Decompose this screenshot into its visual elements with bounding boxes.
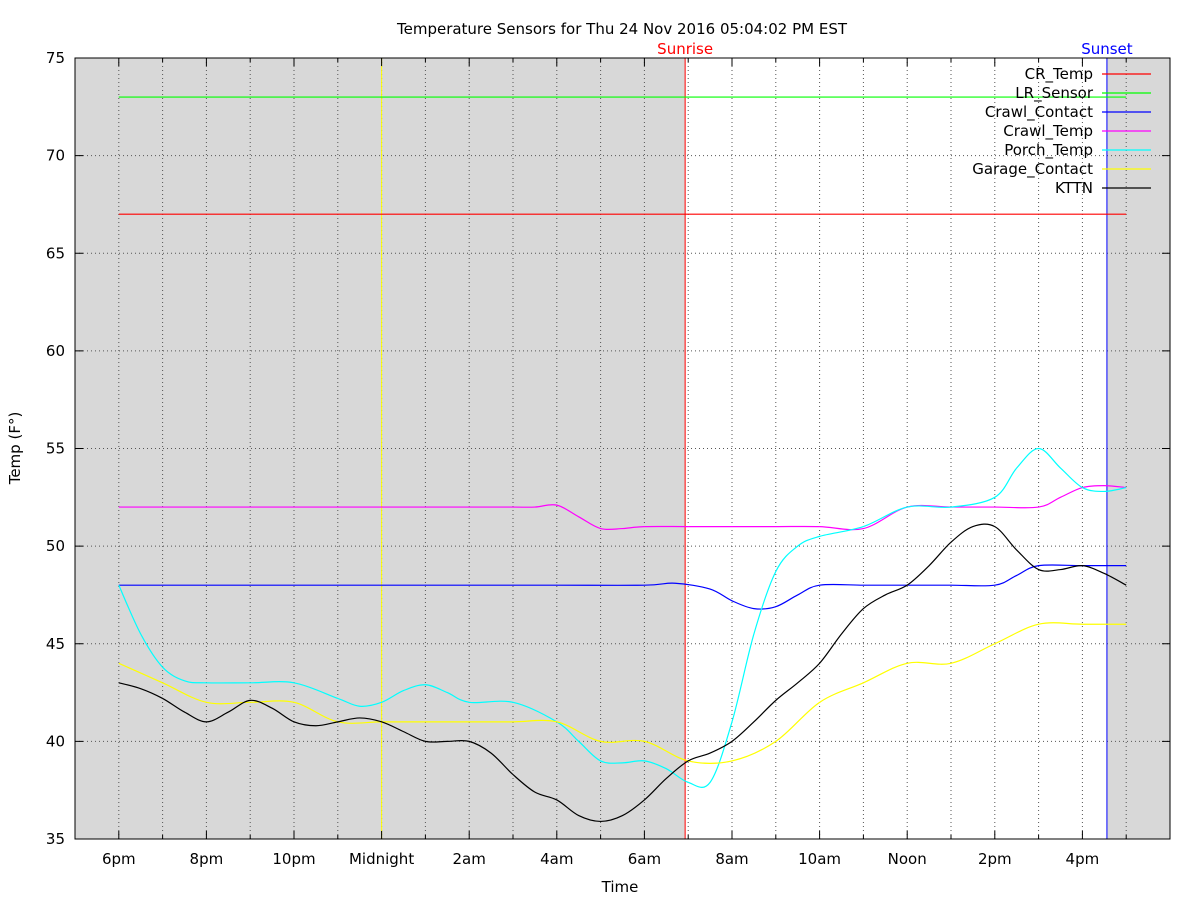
x-tick-label: Midnight: [349, 850, 414, 868]
x-tick-label: Noon: [888, 850, 927, 868]
y-tick-label: 45: [46, 635, 65, 653]
legend-label-garage-contact: Garage_Contact: [972, 160, 1093, 179]
series-crawl-contact: [118, 564, 1127, 610]
x-tick-label: 4am: [540, 850, 573, 868]
legend-label-porch-temp: Porch_Temp: [1004, 141, 1093, 160]
legend-label-kttn: KTTN: [1055, 179, 1093, 197]
night-shade-1: [1106, 58, 1170, 839]
series-porch-temp: [118, 447, 1127, 789]
x-tick-label: 10pm: [272, 850, 315, 868]
y-tick-label: 60: [46, 342, 65, 360]
grid-layer: [75, 58, 1170, 839]
series-kttn: [118, 523, 1127, 823]
y-tick-label: 50: [46, 537, 65, 555]
legend-label-crawl-contact: Crawl_Contact: [985, 103, 1093, 122]
legend-label-lr-sensor: LR_Sensor: [1015, 84, 1094, 103]
y-tick-label: 35: [46, 830, 65, 848]
series-layer: [118, 96, 1127, 823]
x-tick-label: 6am: [628, 850, 661, 868]
legend: CR_TempLR_SensorCrawl_ContactCrawl_TempP…: [972, 65, 1151, 197]
legend-label-crawl-temp: Crawl_Temp: [1003, 122, 1093, 141]
y-tick-label: 40: [46, 732, 65, 750]
y-tick-label: 75: [46, 49, 65, 67]
sunset-label: Sunset: [1081, 40, 1133, 58]
ticks-layer: 35 40 45 50 55 60 65 70 75 6pm 8pm 10pm Midnight 2am 4…: [46, 49, 1170, 868]
x-tick-label: 10am: [798, 850, 841, 868]
chart-title: Temperature Sensors for Thu 24 Nov 2016 …: [396, 20, 848, 38]
y-axis-label: Temp (F°): [6, 412, 24, 486]
x-tick-label: 2am: [453, 850, 486, 868]
x-tick-label: 6pm: [102, 850, 136, 868]
legend-label-cr-temp: CR_Temp: [1025, 65, 1093, 84]
y-tick-label: 70: [46, 147, 65, 165]
x-tick-label: 8am: [715, 850, 748, 868]
sunrise-label: Sunrise: [657, 40, 713, 58]
x-axis-label: Time: [601, 878, 639, 896]
y-tick-label: 65: [46, 244, 65, 262]
y-tick-label: 55: [46, 440, 65, 458]
series-crawl-temp: [118, 484, 1127, 531]
x-tick-label: 8pm: [190, 850, 224, 868]
series-garage-contact: [118, 622, 1127, 764]
x-tick-label: 4pm: [1066, 850, 1100, 868]
x-tick-label: 2pm: [978, 850, 1012, 868]
